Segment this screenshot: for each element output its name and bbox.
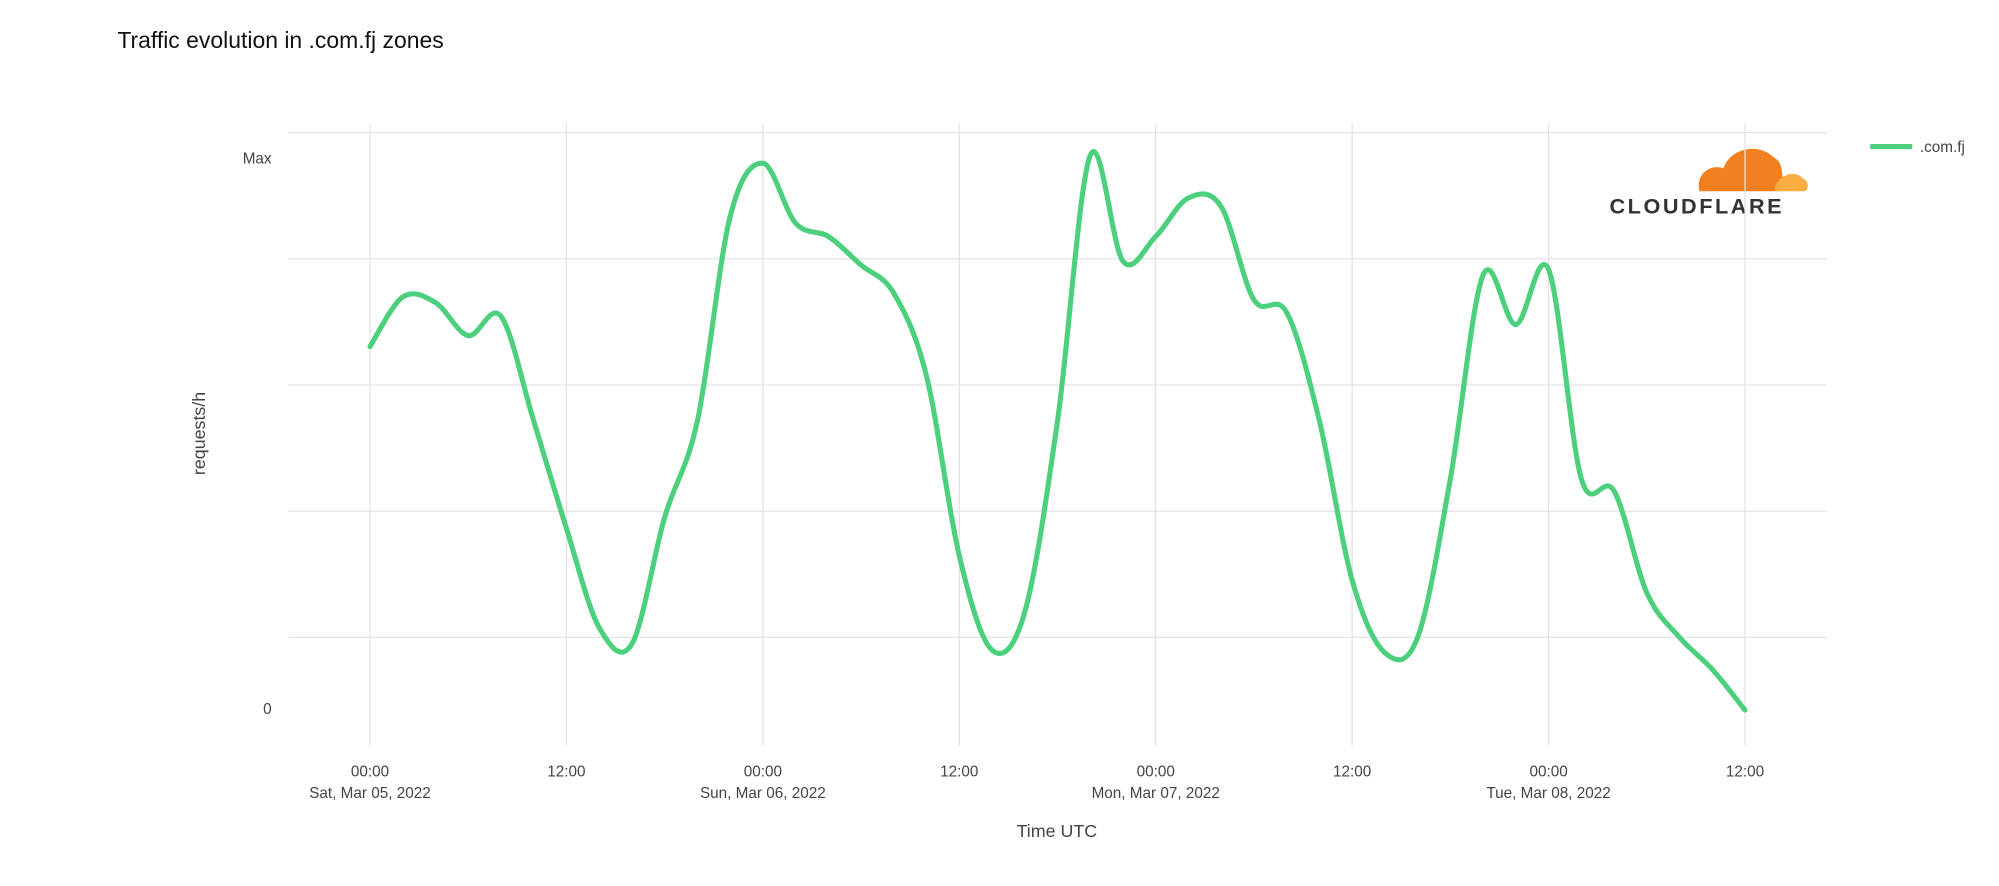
x-tick-label: 00:00 — [351, 764, 389, 781]
x-tick-label: 12:00 — [1726, 764, 1764, 781]
logo-text: CLOUDFLARE — [1609, 194, 1784, 219]
x-tick-label: 12:00 — [1333, 764, 1371, 781]
h-grid — [288, 131, 1827, 639]
chart-title: Traffic evolution in .com.fj zones — [117, 27, 443, 53]
x-tick-label: Sat, Mar 05, 2022 — [309, 785, 430, 802]
x-tick-label: Mon, Mar 07, 2022 — [1092, 785, 1220, 802]
series-line — [367, 149, 1748, 713]
x-tick-label: 00:00 — [1137, 764, 1175, 781]
x-tick-label: 12:00 — [940, 764, 978, 781]
x-tick-label: 12:00 — [547, 764, 585, 781]
x-tick-label: 00:00 — [1529, 764, 1567, 781]
x-tick-label: Sun, Mar 06, 2022 — [700, 785, 826, 802]
logo-cloud — [1698, 148, 1783, 192]
y-axis-title: requests/h — [189, 392, 209, 475]
logo: CLOUDFLARE — [1609, 148, 1808, 219]
y-tick-label: Max — [243, 150, 272, 167]
x-tick-label: 00:00 — [744, 764, 782, 781]
legend-label: .com.fj — [1920, 139, 1965, 156]
x-axis-title: Time UTC — [1017, 821, 1098, 841]
y-tick-label: 0 — [263, 701, 272, 718]
logo-cloud — [1774, 173, 1808, 192]
x-tick-label: Tue, Mar 08, 2022 — [1486, 785, 1610, 802]
